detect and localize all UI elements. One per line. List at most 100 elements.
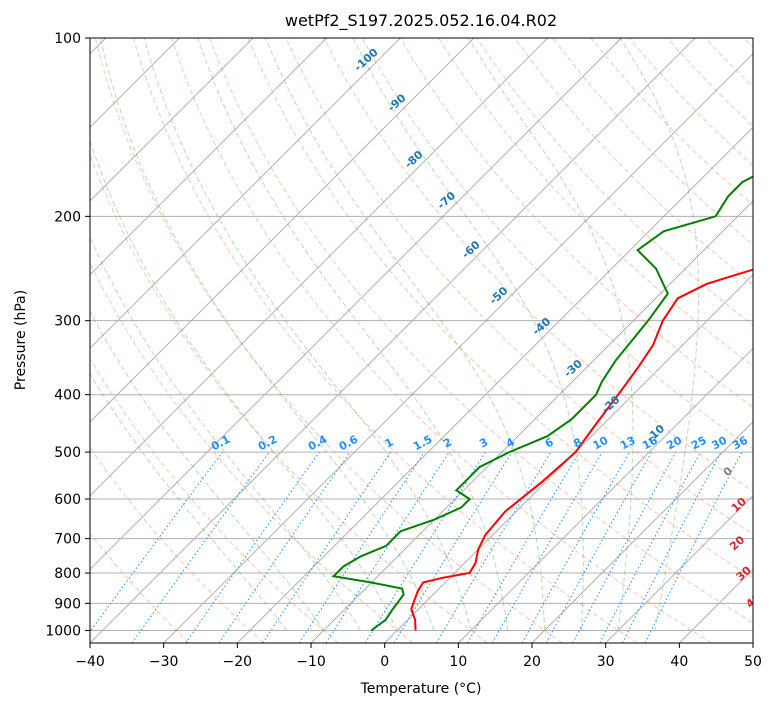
mixing-ratio-label: 1 [383, 435, 396, 450]
x-tick-label: −20 [223, 654, 253, 670]
dry-adiabat [514, 38, 753, 286]
moist-adiabat [99, 38, 435, 631]
moist-adiabat [143, 38, 472, 631]
y-tick-label: 100 [54, 31, 81, 47]
mixing-ratio-label: 20 [664, 434, 684, 453]
dewpoint-profile [331, 175, 753, 632]
dry-adiabat [704, 38, 753, 88]
mixing-ratio-line [521, 451, 630, 643]
moist-adiabat-label: 40 [743, 591, 763, 611]
isotherm-line [531, 421, 753, 643]
dry-adiabat [666, 38, 753, 127]
isotherm-line [90, 38, 475, 423]
isotherm-line [605, 494, 753, 643]
x-tick-label: 30 [597, 654, 615, 670]
moist-adiabat [265, 38, 546, 631]
mixing-ratio-line [393, 451, 513, 643]
mixing-ratio-label: 13 [618, 434, 638, 453]
moist-adiabat [352, 38, 584, 631]
dry-adiabat [743, 38, 753, 49]
plot-lines [331, 175, 753, 632]
moist-adiabat [90, 310, 325, 631]
mixing-ratio-label: 0.4 [306, 433, 330, 454]
mixing-ratio-label: 10 [591, 434, 611, 453]
dry-adiabat [437, 38, 753, 367]
x-tick-label: −30 [149, 654, 179, 670]
moist-adiabat [90, 139, 398, 631]
moist-adiabat-label: 20 [727, 533, 747, 553]
isotherm-line [384, 273, 753, 643]
mixing-ratio-line [467, 451, 580, 643]
isotherm-line [90, 38, 549, 497]
mixing-ratio-line [298, 451, 425, 643]
y-tick-label: 800 [54, 566, 81, 582]
x-tick-label: −10 [296, 654, 326, 670]
isotherm-line [457, 347, 753, 643]
dry-adiabat [90, 447, 264, 643]
dry-adiabat [552, 38, 753, 246]
temperature-profile [410, 268, 753, 631]
mixing-ratio-label: 36 [730, 434, 750, 453]
mixing-ratio-line [185, 451, 320, 643]
mixing-ratio-label: 16 [640, 434, 660, 453]
mixing-ratio-label: 2 [441, 435, 454, 450]
isotherm-line [236, 126, 753, 643]
isotherm-line [90, 38, 696, 643]
isotherm-line [163, 52, 753, 643]
y-tick-label: 900 [54, 596, 81, 612]
mixing-ratio-line [599, 451, 701, 643]
mixing-ratio-line [644, 451, 743, 643]
mixing-ratio-label: 1.5 [411, 433, 434, 454]
chart-title: wetPf2_S197.2025.052.16.04.R02 [285, 11, 557, 31]
dry-adiabat [323, 38, 753, 492]
dry-adiabat-label: -20 [599, 393, 623, 416]
moist-adiabat [467, 38, 634, 631]
mixing-ratio-line [131, 451, 270, 643]
mixing-ratio-line [262, 451, 392, 643]
y-tick-label: 600 [54, 492, 81, 508]
dry-adiabat [90, 532, 190, 643]
y-tick-label: 500 [54, 445, 81, 461]
y-tick-label: 700 [54, 532, 81, 548]
moist-adiabat-label: 10 [729, 495, 749, 515]
mixing-ratio-line [621, 451, 722, 643]
x-axis: −40 −30 −20 −10 0 10 20 30 40 50 [75, 643, 762, 670]
dry-adiabat [171, 38, 712, 643]
x-tick-label: 0 [380, 654, 389, 670]
plot-background [90, 38, 753, 643]
mixing-ratio-line [545, 451, 653, 643]
isotherm-line [310, 200, 753, 643]
moist-adiabat-label: 30 [734, 563, 754, 583]
dry-adiabat-label: -70 [435, 189, 459, 212]
moist-adiabat [197, 38, 509, 631]
y-tick-label: 300 [54, 314, 81, 330]
mixing-ratio-label: 25 [689, 434, 709, 453]
mixing-ratio-line [90, 451, 223, 633]
moist-adiabat-label: 0 [721, 464, 736, 479]
moist-adiabat [90, 236, 361, 631]
dry-adiabat [285, 38, 753, 536]
dry-adiabat [209, 38, 753, 624]
mixing-ratio-line [435, 451, 552, 643]
y-tick-label: 1000 [45, 623, 81, 639]
dry-adiabat [94, 38, 563, 643]
y-axis-label: Pressure (hPa) [13, 290, 29, 390]
isotherm-line [90, 38, 401, 350]
dry-adiabat [132, 38, 638, 643]
dry-adiabat [90, 153, 488, 643]
dry-adiabat-label: -50 [487, 284, 511, 307]
dry-adiabat-label: -80 [402, 148, 426, 171]
plot-labels: 0.1 0.2 0.4 0.6 1 1.5 2 3 4 6 8 10 13 16 20 25 30 36-100-… [209, 46, 763, 611]
x-axis-label: Temperature (°C) [360, 681, 482, 697]
dry-adiabat-label: -40 [530, 315, 554, 338]
isotherm-line [752, 642, 753, 643]
isotherm-line [678, 568, 753, 643]
dry-adiabat [399, 38, 753, 408]
isotherm-line [90, 38, 254, 202]
moist-adiabat [619, 38, 699, 631]
dry-adiabat [90, 357, 339, 643]
mixing-ratio-line [572, 451, 677, 643]
mixing-ratio-label: 6 [543, 435, 556, 450]
y-tick-label: 200 [54, 209, 81, 225]
dry-adiabat-label: -100 [352, 46, 381, 74]
